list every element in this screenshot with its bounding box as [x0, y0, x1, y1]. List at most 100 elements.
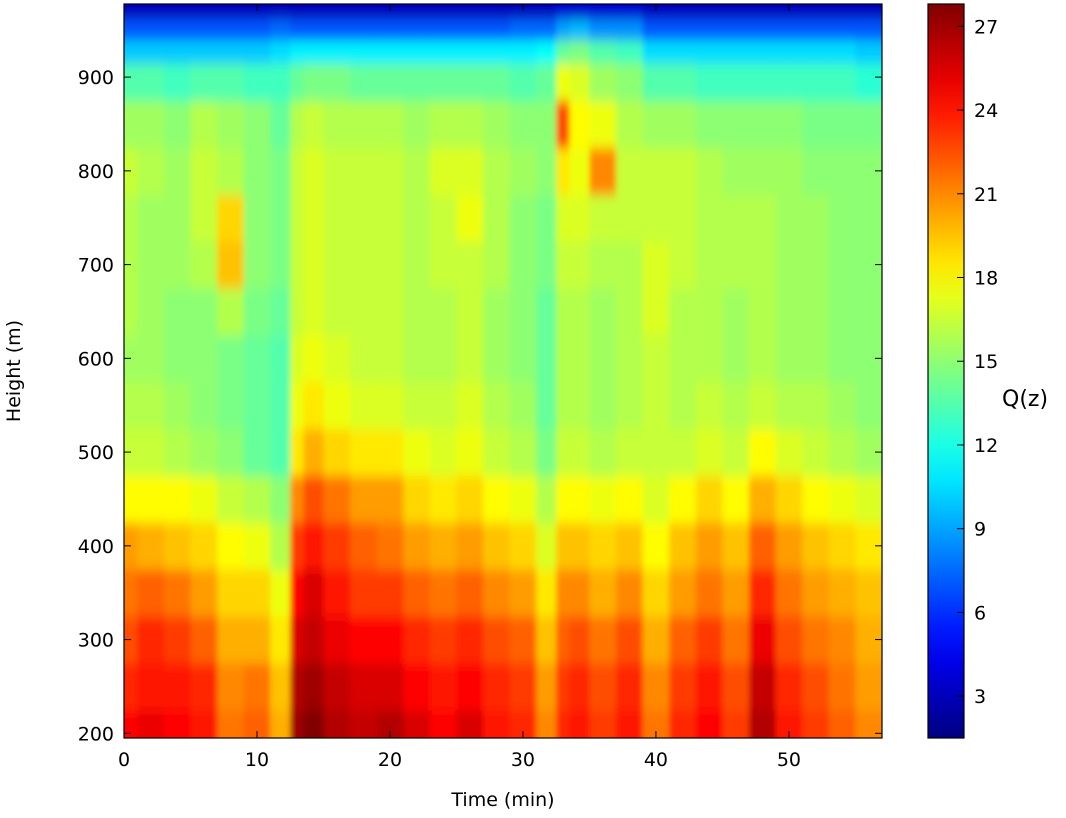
heatmap-cell	[589, 381, 617, 430]
heatmap-cell	[536, 334, 557, 383]
heatmap-cell	[642, 428, 670, 477]
heatmap-cell	[137, 334, 165, 383]
heatmap-cell	[642, 381, 670, 430]
heatmap-cell	[350, 569, 378, 617]
heatmap-cell	[536, 569, 557, 617]
heatmap-cell	[483, 194, 511, 242]
heatmap-cell	[536, 709, 557, 738]
heatmap-cell	[722, 428, 750, 477]
heatmap-cell	[589, 194, 617, 242]
heatmap-cell	[775, 334, 803, 383]
heatmap-cell	[217, 4, 245, 20]
heatmap-cell	[828, 288, 857, 336]
heatmap-cell	[323, 334, 351, 383]
x-tick-label: 50	[777, 749, 801, 771]
y-tick-label: 500	[78, 442, 114, 464]
heatmap-cell	[536, 100, 557, 149]
heatmap-cell	[429, 39, 458, 64]
heatmap-cell	[429, 334, 458, 383]
heatmap-cell	[775, 147, 803, 195]
heatmap-cell	[569, 63, 591, 102]
heatmap-cell	[556, 381, 571, 430]
heatmap-cell	[163, 569, 192, 617]
heatmap-cell	[190, 288, 218, 336]
heatmap-cell	[190, 428, 218, 477]
heatmap-cell	[589, 522, 617, 570]
heatmap-cell	[403, 569, 431, 617]
heatmap-cell	[695, 63, 724, 102]
heatmap-cell	[429, 522, 458, 570]
heatmap-cells	[124, 4, 882, 738]
heatmap-cell	[749, 241, 777, 289]
heatmap-cell	[163, 288, 192, 336]
heatmap-cell	[669, 147, 697, 195]
heatmap-cell	[483, 39, 511, 64]
heatmap-cell	[775, 241, 803, 289]
heatmap-cell	[290, 241, 305, 289]
heatmap-cell	[403, 147, 431, 195]
heatmap-cell	[556, 63, 571, 102]
heatmap-cell	[569, 288, 591, 336]
heatmap-cell	[616, 475, 644, 523]
heatmap-cell	[376, 569, 404, 617]
heatmap-cell	[569, 100, 591, 149]
heatmap-cell	[163, 39, 192, 64]
heatmap-cell	[303, 334, 325, 383]
heatmap-cell	[323, 18, 351, 41]
heatmap-cell	[556, 194, 571, 242]
heatmap-cell	[163, 709, 192, 738]
heatmap-cell	[483, 475, 511, 523]
heatmap-cell	[695, 428, 724, 477]
heatmap-cell	[350, 334, 378, 383]
heatmap-cell	[243, 194, 271, 242]
heatmap-cell	[802, 663, 830, 711]
heatmap-cell	[456, 63, 484, 102]
heatmap-cell	[217, 381, 245, 430]
heatmap-cell	[616, 100, 644, 149]
heatmap-cell	[403, 241, 431, 289]
heatmap-cell	[323, 288, 351, 336]
heatmap-cell	[589, 663, 617, 711]
heatmap-cell	[642, 288, 670, 336]
heatmap-cell	[589, 475, 617, 523]
heatmap-cell	[456, 522, 484, 570]
x-tick-label: 40	[644, 749, 668, 771]
y-tick-label: 900	[78, 67, 114, 89]
heatmap-cell	[722, 475, 750, 523]
heatmap-cell	[270, 428, 291, 477]
heatmap-cell	[802, 241, 830, 289]
y-tick-label: 400	[78, 536, 114, 558]
heatmap-cell	[137, 616, 165, 664]
heatmap-cell	[855, 147, 882, 195]
heatmap-cell	[270, 147, 291, 195]
heatmap-cell	[722, 100, 750, 149]
heatmap-cell	[556, 709, 571, 738]
heatmap-cell	[124, 663, 138, 711]
heatmap-cell	[828, 63, 857, 102]
heatmap-cell	[243, 288, 271, 336]
heatmap-cell	[290, 147, 305, 195]
heatmap-cell	[290, 334, 305, 383]
heatmap-cell	[509, 569, 537, 617]
heatmap-cell	[669, 18, 697, 41]
heatmap-cell	[722, 709, 750, 738]
heatmap-cell	[828, 616, 857, 664]
heatmap-cell	[775, 663, 803, 711]
heatmap-cell	[536, 147, 557, 195]
heatmap-cell	[456, 4, 484, 20]
heatmap-cell	[429, 100, 458, 149]
heatmap-cell	[722, 381, 750, 430]
heatmap-cell	[695, 569, 724, 617]
heatmap-cell	[190, 616, 218, 664]
heatmap-cell	[749, 709, 777, 738]
heatmap-cell	[569, 18, 591, 41]
heatmap-cell	[376, 4, 404, 20]
heatmap-cell	[303, 63, 325, 102]
heatmap-cell	[290, 100, 305, 149]
heatmap-cell	[749, 18, 777, 41]
heatmap-cell	[137, 288, 165, 336]
heatmap-cell	[556, 428, 571, 477]
colorbar-tick-label: 15	[974, 351, 998, 373]
heatmap-cell	[124, 288, 138, 336]
heatmap-cell	[589, 241, 617, 289]
